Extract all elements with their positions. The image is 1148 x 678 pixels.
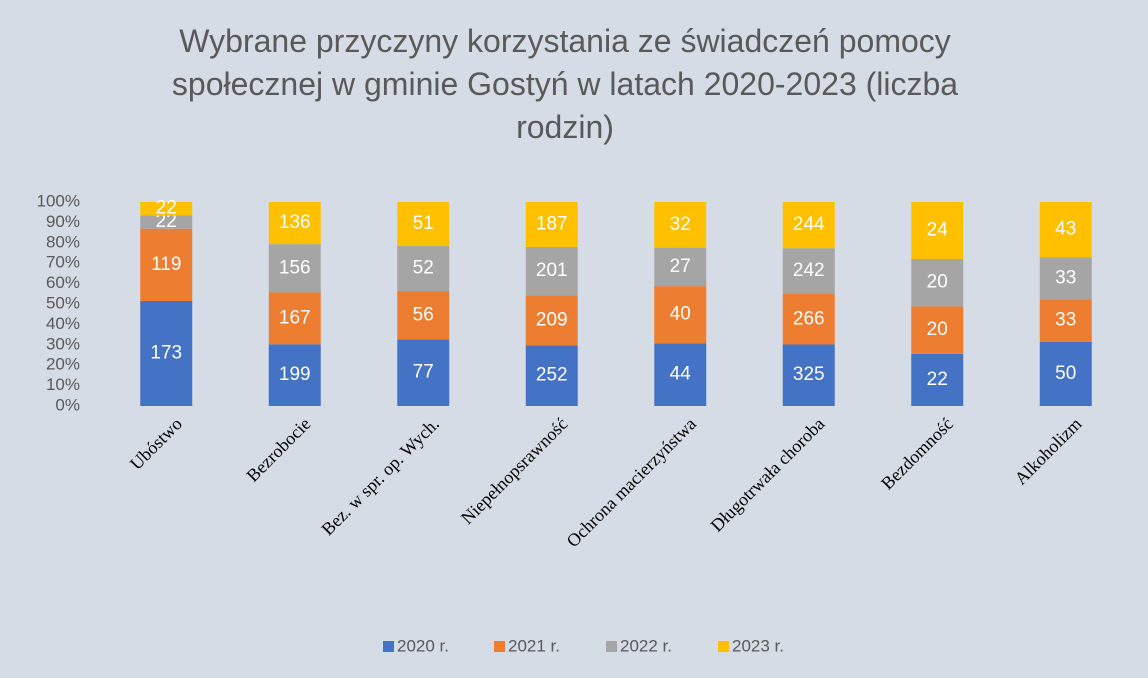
data-label: 27 [670, 256, 691, 277]
legend-label: 2022 r. [620, 636, 672, 655]
data-label: 244 [793, 214, 825, 235]
x-tick-label: Ubóstwo [126, 414, 186, 474]
x-tick-label: Alkoholizm [1011, 414, 1086, 489]
data-label: 56 [413, 304, 434, 325]
data-label: 22 [927, 369, 948, 390]
y-tick-label: 0% [55, 395, 80, 414]
data-label: 40 [670, 304, 691, 325]
data-label: 24 [927, 219, 949, 240]
bar-segment [268, 292, 321, 345]
bar-segment [782, 294, 835, 345]
data-label: 22 [156, 198, 177, 219]
data-label: 201 [536, 260, 568, 281]
bar-segment [782, 202, 835, 249]
bar-segment [397, 291, 450, 340]
y-tick-label: 70% [46, 253, 80, 272]
data-label: 242 [793, 260, 825, 281]
bar-segment [140, 215, 193, 229]
y-tick-label: 20% [46, 355, 80, 374]
legend-label: 2023 r. [732, 636, 784, 655]
bar-segment [268, 244, 321, 293]
chart-title: Wybrane przyczyny korzystania ze świadcz… [171, 23, 959, 145]
y-tick-label: 80% [46, 232, 80, 251]
y-tick-label: 10% [46, 375, 80, 394]
data-label: 252 [536, 365, 568, 386]
bar-segment [782, 344, 835, 406]
bar-segment [1039, 257, 1092, 300]
data-label: 43 [1055, 219, 1076, 240]
bar-segment [1039, 341, 1092, 406]
data-label: 33 [1055, 310, 1076, 331]
bar-segment [654, 343, 707, 406]
legend-swatch [383, 641, 394, 652]
bar-segment [268, 344, 321, 406]
bar-segment [911, 306, 964, 354]
data-label: 136 [279, 212, 311, 233]
y-tick-label: 40% [46, 314, 80, 333]
data-label: 156 [279, 257, 311, 278]
bar-segment [140, 228, 193, 301]
bar-segment [654, 202, 707, 248]
data-label: 20 [927, 272, 948, 293]
data-label: 199 [279, 364, 311, 385]
data-label: 22 [156, 211, 177, 232]
bar-segment [268, 202, 321, 245]
data-label: 44 [670, 364, 692, 385]
data-label: 52 [413, 258, 434, 279]
bar-segment [525, 202, 578, 247]
y-tick-label: 100% [37, 191, 80, 210]
bar-segment [140, 300, 193, 406]
data-label: 266 [793, 308, 825, 329]
data-label: 20 [927, 319, 948, 340]
y-tick-label: 50% [46, 293, 80, 312]
data-label: 173 [150, 342, 182, 363]
data-label: 187 [536, 213, 568, 234]
legend-label: 2021 r. [508, 636, 560, 655]
bar-segment [397, 246, 450, 292]
x-tick-label: Bezdomność [877, 414, 957, 494]
bar-segment [397, 339, 450, 406]
legend-swatch [606, 641, 617, 652]
x-tick-label: Bez. w spr. op. Wych. [317, 414, 443, 540]
legend-label: 2020 r. [397, 636, 449, 655]
x-tick-label: Bezrobocie [242, 414, 314, 486]
bar-segment [911, 353, 964, 406]
bar-segment [397, 202, 450, 247]
data-label: 209 [536, 309, 568, 330]
data-label: 167 [279, 307, 311, 328]
bar-segment [911, 258, 964, 307]
data-label: 32 [670, 214, 691, 235]
data-label: 77 [413, 362, 434, 383]
data-label: 33 [1055, 267, 1076, 288]
bar-segment [1039, 299, 1092, 342]
data-label: 51 [413, 213, 434, 234]
data-label: 119 [151, 254, 181, 275]
y-tick-label: 90% [46, 212, 80, 231]
bar-segment [525, 345, 578, 406]
bar-segment [525, 295, 578, 346]
bar-segment [782, 248, 835, 295]
bar-segment [140, 202, 193, 216]
y-tick-label: 60% [46, 273, 80, 292]
bar-segment [654, 286, 707, 344]
bar-segment [1039, 202, 1092, 258]
x-tick-label: Niepełnopsrawność [457, 414, 572, 529]
data-label: 50 [1055, 363, 1076, 384]
bar-segment [911, 202, 964, 259]
x-tick-label: Długotrwała choroba [707, 414, 829, 536]
bar-segment [525, 246, 578, 296]
legend-swatch [494, 641, 505, 652]
legend-swatch [718, 641, 729, 652]
data-label: 325 [793, 364, 825, 385]
x-tick-label: Ochrona macierzyństwa [563, 414, 700, 551]
bar-segment [654, 247, 707, 287]
y-tick-label: 30% [46, 334, 80, 353]
